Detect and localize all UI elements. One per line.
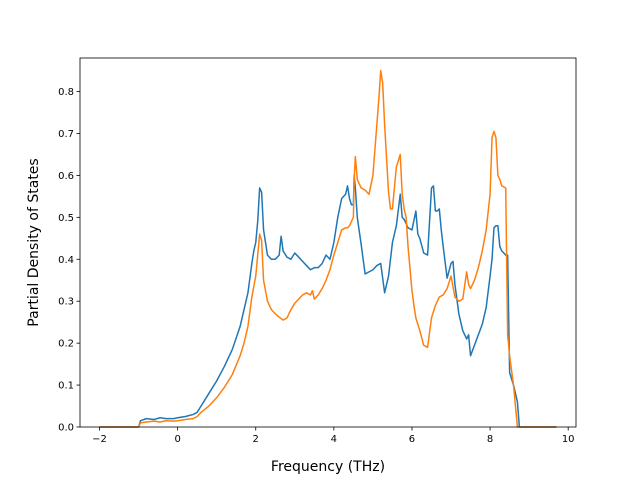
- x-tick-label: 4: [331, 434, 337, 445]
- y-tick-label: 0.7: [58, 129, 74, 140]
- x-axis-title: Frequency (THz): [271, 459, 385, 475]
- x-tick-label: 0: [174, 434, 180, 445]
- series-line-2: [99, 69, 557, 428]
- y-tick-label: 0.0: [58, 423, 74, 434]
- y-axis-ticks: 0.0 0.1 0.2 0.3 0.4 0.5 0.6 0.7 0.8: [58, 87, 80, 434]
- plot-area: [99, 69, 557, 428]
- y-tick-label: 0.8: [58, 87, 74, 98]
- x-axis-ticks: −2 0 2 4 6 8 10: [92, 427, 575, 445]
- x-tick-label: 2: [253, 434, 259, 445]
- x-tick-label: 6: [409, 434, 415, 445]
- y-tick-label: 0.1: [58, 381, 74, 392]
- axes-frame: [79, 57, 577, 428]
- x-tick-label: 8: [487, 434, 493, 445]
- y-tick-label: 0.6: [58, 171, 74, 182]
- y-axis-title: Partial Density of States: [26, 158, 42, 326]
- x-tick-label: 10: [562, 434, 575, 445]
- y-tick-label: 0.3: [58, 297, 74, 308]
- x-tick-label: −2: [92, 434, 107, 445]
- y-tick-label: 0.4: [58, 255, 74, 266]
- series-line-1: [99, 174, 557, 428]
- y-tick-label: 0.5: [58, 213, 74, 224]
- y-tick-label: 0.2: [58, 339, 74, 350]
